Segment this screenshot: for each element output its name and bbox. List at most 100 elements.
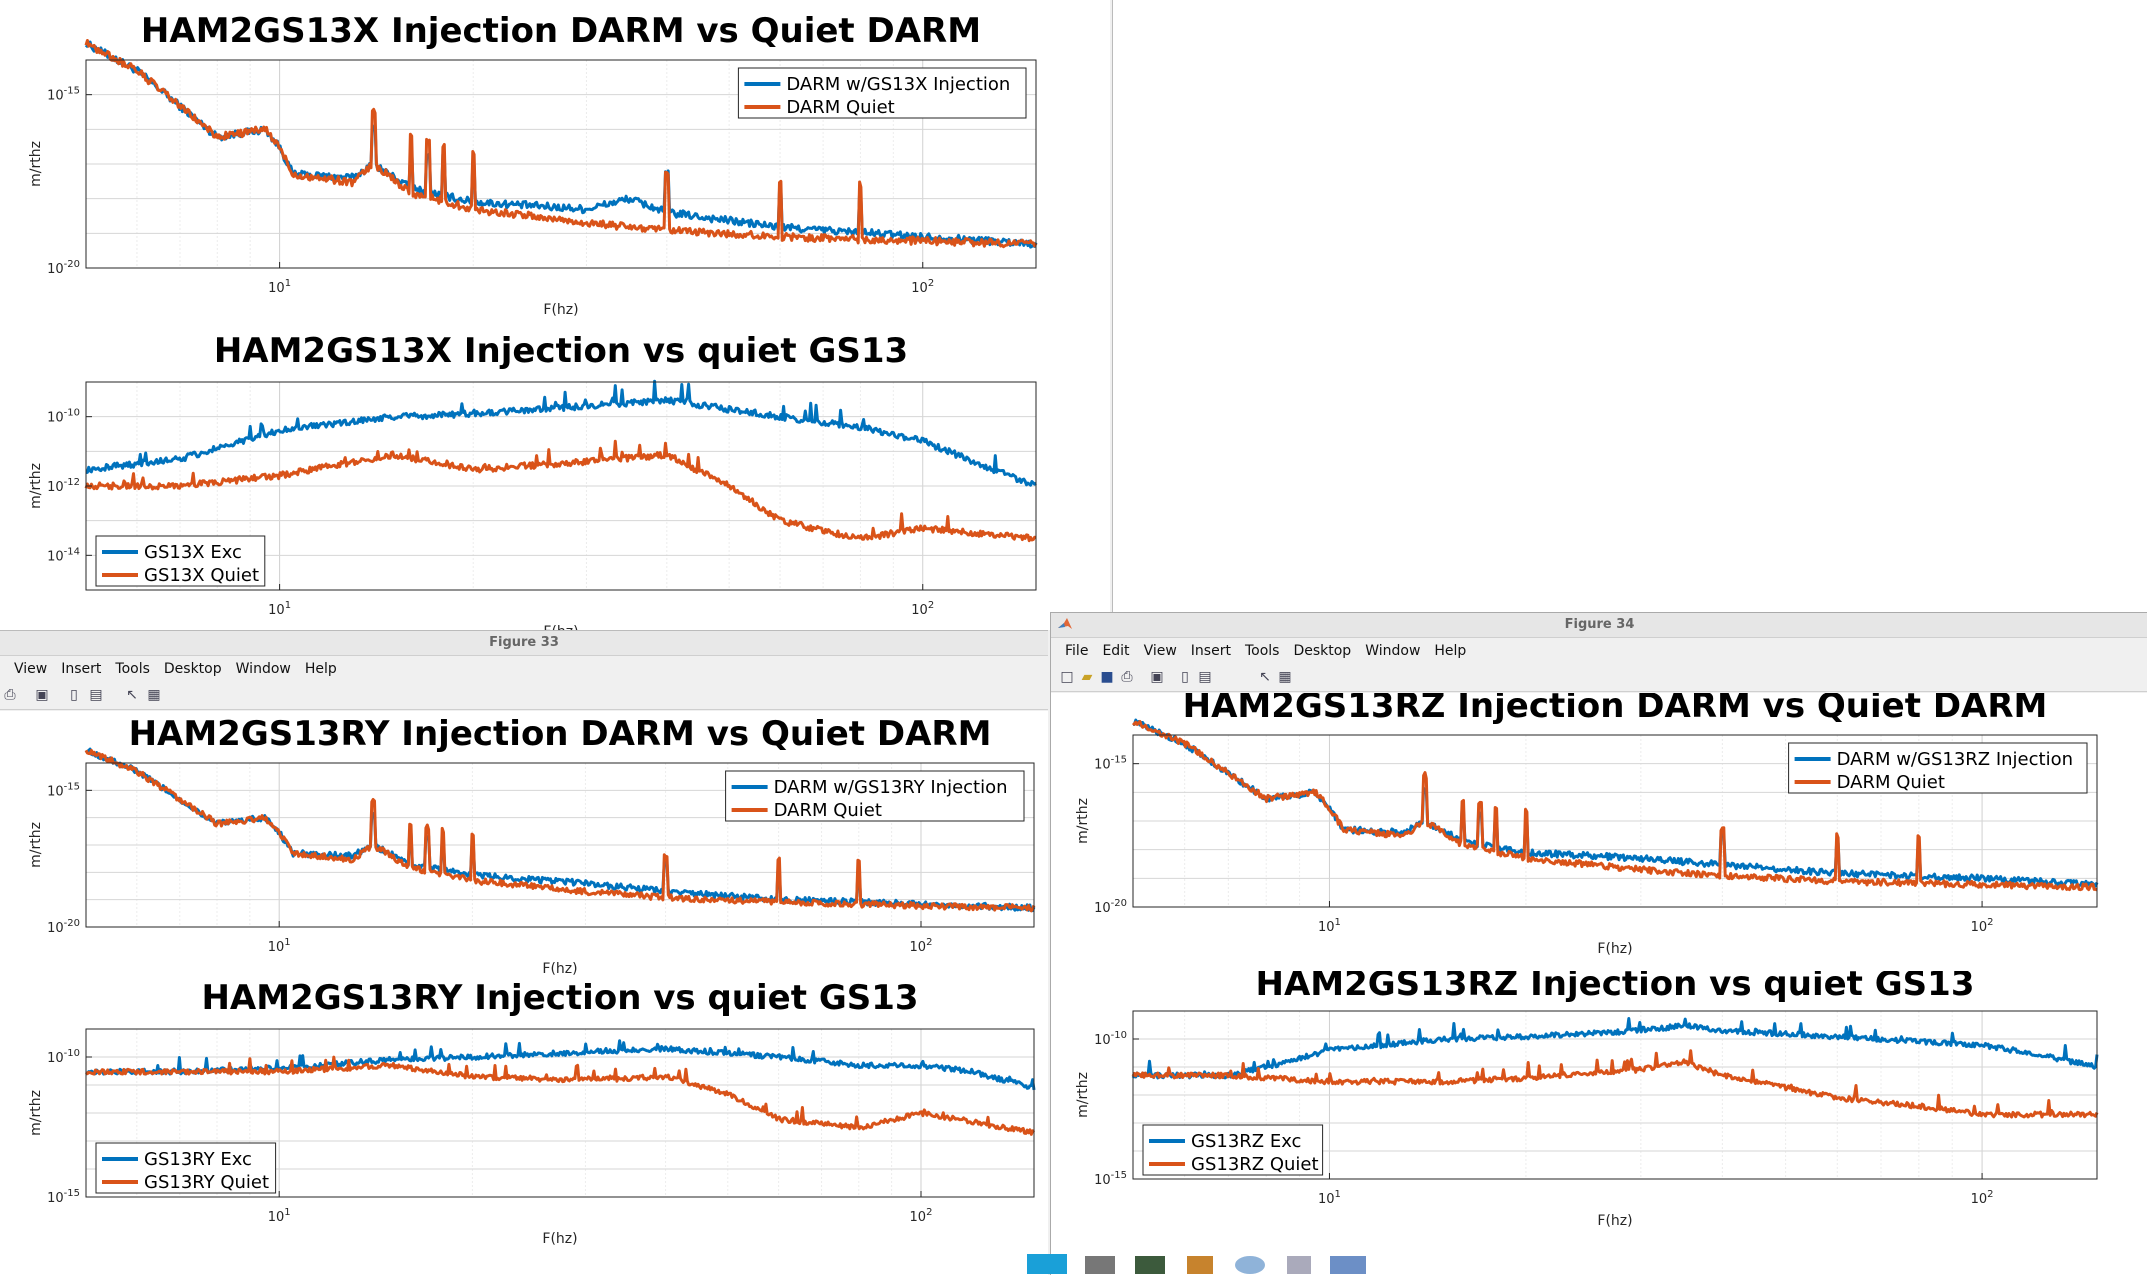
figure-33-window: Figure 33 View Insert Tools Desktop Wind… <box>0 630 1048 1275</box>
figure-34-menubar: File Edit View Insert Tools Desktop Wind… <box>1051 639 2147 663</box>
menu-view[interactable]: View <box>1143 643 1177 659</box>
pointer-icon[interactable]: ↖ <box>1259 669 1271 685</box>
x-tick-label: 102 <box>1971 917 1994 935</box>
legend-entry: DARM Quiet <box>786 97 894 118</box>
legend-entry: DARM w/GS13RZ Injection <box>1837 749 2073 770</box>
x-axis-label: F(hz) <box>542 1231 577 1247</box>
property-editor-icon[interactable]: ▦ <box>147 687 161 703</box>
series-line-quiet <box>1131 1049 2099 1119</box>
property-editor-icon[interactable]: ▦ <box>1278 669 1292 685</box>
search-icon[interactable] <box>1287 1256 1311 1274</box>
y-tick-label: 10-15 <box>1094 1170 1127 1188</box>
series-line-exc <box>1131 1017 2099 1080</box>
menu-tools[interactable]: Tools <box>115 661 150 677</box>
figure-34-toolbar: □ ▰ ■ ⎙ ▣ ▯ ▤ ↖ ▦ <box>1051 665 2147 692</box>
legend-entry: DARM w/GS13X Injection <box>786 74 1010 95</box>
x-axis-label: F(hz) <box>543 624 578 630</box>
legend-entry: GS13RZ Exc <box>1191 1131 1301 1152</box>
pointer-icon[interactable]: ↖ <box>126 687 138 703</box>
y-axis-label: m/rthz <box>28 141 44 187</box>
legend-entry: DARM Quiet <box>1837 772 1945 793</box>
chart-title: HAM2GS13RY Injection vs quiet GS13 <box>201 979 918 1018</box>
figure-33-titlebar[interactable]: Figure 33 <box>0 631 1048 656</box>
legend-entry: GS13X Exc <box>144 542 242 563</box>
y-axis-label: m/rthz <box>1075 798 1091 844</box>
print-preview-icon[interactable]: ▣ <box>1150 669 1164 685</box>
chart-title: HAM2GS13X Injection vs quiet GS13 <box>214 331 908 371</box>
new-figure-icon[interactable]: □ <box>1060 669 1074 685</box>
series-line-quiet <box>85 1055 1036 1136</box>
figure-window-upper-left: HAM2GS13X Injection DARM vs Quiet DARM 10… <box>0 0 1110 630</box>
menu-tools[interactable]: Tools <box>1244 643 1280 659</box>
menu-window[interactable]: Window <box>235 661 291 677</box>
save-icon[interactable]: ■ <box>1100 669 1114 685</box>
colorbar-icon[interactable]: ▯ <box>1181 669 1189 685</box>
y-tick-label: 10-15 <box>47 86 80 104</box>
colorbar-icon[interactable]: ▯ <box>70 687 78 703</box>
legend-entry: DARM w/GS13RY Injection <box>774 777 1008 798</box>
figure-34-window: Figure 34 File Edit View Insert Tools De… <box>1050 612 2147 1275</box>
legend-entry: DARM Quiet <box>774 800 882 821</box>
gs13-plot-gs13ry: HAM2GS13RY Injection vs quiet GS13 101 102… <box>28 979 1036 1247</box>
menu-window[interactable]: Window <box>1365 643 1421 659</box>
terminal-icon[interactable] <box>1135 1256 1165 1274</box>
figure-34-canvas: HAM2GS13RZ Injection DARM vs Quiet DARM 1… <box>1051 693 2147 1275</box>
menu-edit[interactable]: Edit <box>1102 643 1130 659</box>
taskbar-app-icon[interactable] <box>1330 1256 1366 1274</box>
taskbar-app-icon[interactable] <box>1085 1256 1115 1274</box>
series-line-quiet <box>84 748 1036 913</box>
y-axis-label: m/rthz <box>1075 1072 1091 1118</box>
x-tick-label: 102 <box>911 600 934 618</box>
gs13-plot-gs13x: HAM2GS13X Injection vs quiet GS13 101 102 1… <box>28 331 1037 630</box>
menu-help[interactable]: Help <box>304 661 337 677</box>
x-tick-label: 101 <box>268 278 291 296</box>
taskbar-app-icon[interactable] <box>1187 1256 1213 1274</box>
taskbar-app-icon[interactable] <box>1027 1254 1067 1274</box>
open-icon[interactable]: ▰ <box>1081 669 1093 685</box>
y-tick-label: 10-14 <box>47 546 80 564</box>
series-line-quiet <box>1131 720 2098 892</box>
legend-entry: GS13RY Exc <box>144 1149 252 1170</box>
darm-plot-gs13x: HAM2GS13X Injection DARM vs Quiet DARM 10… <box>28 11 1038 318</box>
menu-view[interactable]: View <box>14 661 48 677</box>
menu-insert[interactable]: Insert <box>61 661 102 677</box>
figure-34-titlebar[interactable]: Figure 34 <box>1051 613 2147 638</box>
figure-33-title: Figure 33 <box>489 635 559 650</box>
y-tick-label: 10-15 <box>47 1188 80 1206</box>
x-tick-label: 101 <box>268 600 291 618</box>
chart-title: HAM2GS13RZ Injection DARM vs Quiet DARM <box>1183 693 2048 726</box>
taskbar-app-icon[interactable] <box>1235 1256 1265 1274</box>
figure-34-title: Figure 34 <box>1564 617 1635 632</box>
x-tick-label: 101 <box>1318 917 1341 935</box>
chart-title: HAM2GS13X Injection DARM vs Quiet DARM <box>141 11 981 51</box>
x-axis-label: F(hz) <box>542 961 577 977</box>
figure-window-upper-right: HAM2GS13Z Injection DARM vs Quiet DARM10… <box>1112 0 2147 612</box>
menu-desktop[interactable]: Desktop <box>1293 643 1352 659</box>
print-icon[interactable]: ⎙ <box>1121 669 1133 685</box>
legend-icon[interactable]: ▤ <box>89 687 103 703</box>
x-tick-label: 101 <box>268 1207 291 1225</box>
figure-33-canvas: HAM2GS13RY Injection DARM vs Quiet DARM 1… <box>0 711 1048 1275</box>
print-preview-icon[interactable]: ▣ <box>35 687 49 703</box>
y-axis-label: m/rthz <box>28 822 44 868</box>
menu-desktop[interactable]: Desktop <box>163 661 222 677</box>
y-axis-label: m/rthz <box>28 463 44 509</box>
menu-help[interactable]: Help <box>1434 643 1467 659</box>
legend-entry: GS13RZ Quiet <box>1191 1154 1319 1175</box>
y-tick-label: 10-12 <box>47 477 80 495</box>
legend-icon[interactable]: ▤ <box>1198 669 1212 685</box>
menu-insert[interactable]: Insert <box>1190 643 1231 659</box>
x-tick-label: 102 <box>1971 1189 1994 1207</box>
y-tick-label: 10-10 <box>47 1048 80 1066</box>
print-icon[interactable]: ⎙ <box>4 687 16 703</box>
y-tick-label: 10-10 <box>1094 1030 1127 1048</box>
series-line-quiet <box>84 439 1037 543</box>
gs13-plot-gs13rz: HAM2GS13RZ Injection vs quiet GS13 101 102… <box>1075 971 2099 1229</box>
menu-file[interactable]: File <box>1065 643 1089 659</box>
